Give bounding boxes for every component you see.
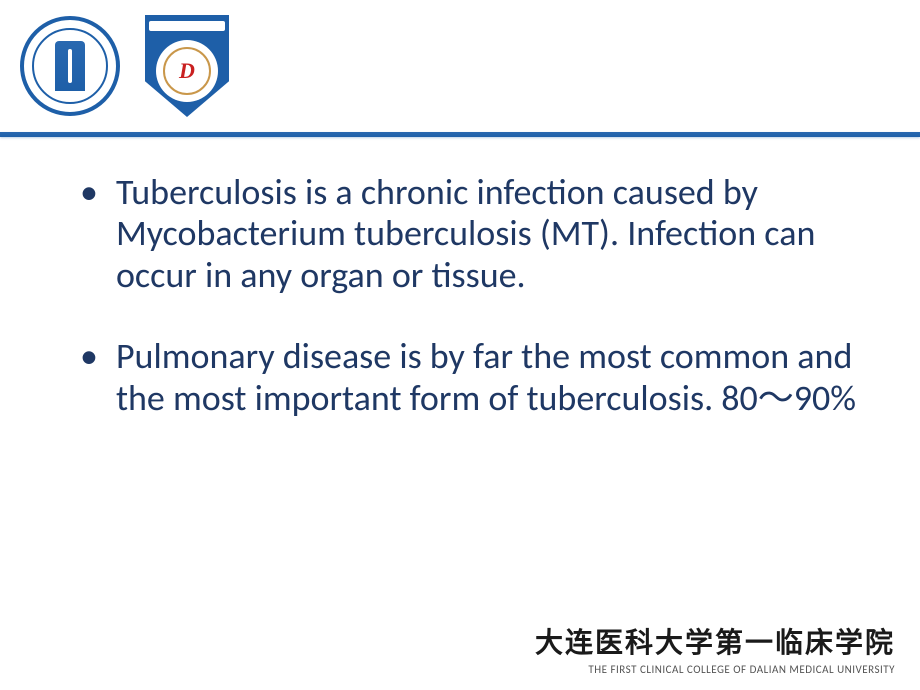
shield-letter: D [179,58,195,84]
shield-center: D [163,47,211,95]
shield-banner [149,21,225,31]
hospital-logo: D [145,15,229,117]
bullet-item: • Pulmonary disease is by far the most c… [80,336,860,419]
logo-group: D [20,15,900,117]
shield-inner: D [156,40,218,102]
bullet-text: Tuberculosis is a chronic infection caus… [116,172,860,296]
slide-header: D [0,0,920,132]
slide-content: • Tuberculosis is a chronic infection ca… [0,137,920,419]
university-logo [20,16,120,116]
footer-chinese: 大连医科大学第一临床学院 [535,621,895,661]
bullet-text: Pulmonary disease is by far the most com… [116,336,860,419]
bullet-item: • Tuberculosis is a chronic infection ca… [80,172,860,296]
slide-footer: 大连医科大学第一临床学院 THE FIRST CLINICAL COLLEGE … [535,621,895,676]
university-logo-inner [32,28,108,104]
caduceus-icon [55,41,85,91]
footer-english: THE FIRST CLINICAL COLLEGE OF DALIAN MED… [535,663,895,676]
shield-icon: D [145,15,229,117]
bullet-marker: • [80,336,98,419]
bullet-marker: • [80,172,98,296]
